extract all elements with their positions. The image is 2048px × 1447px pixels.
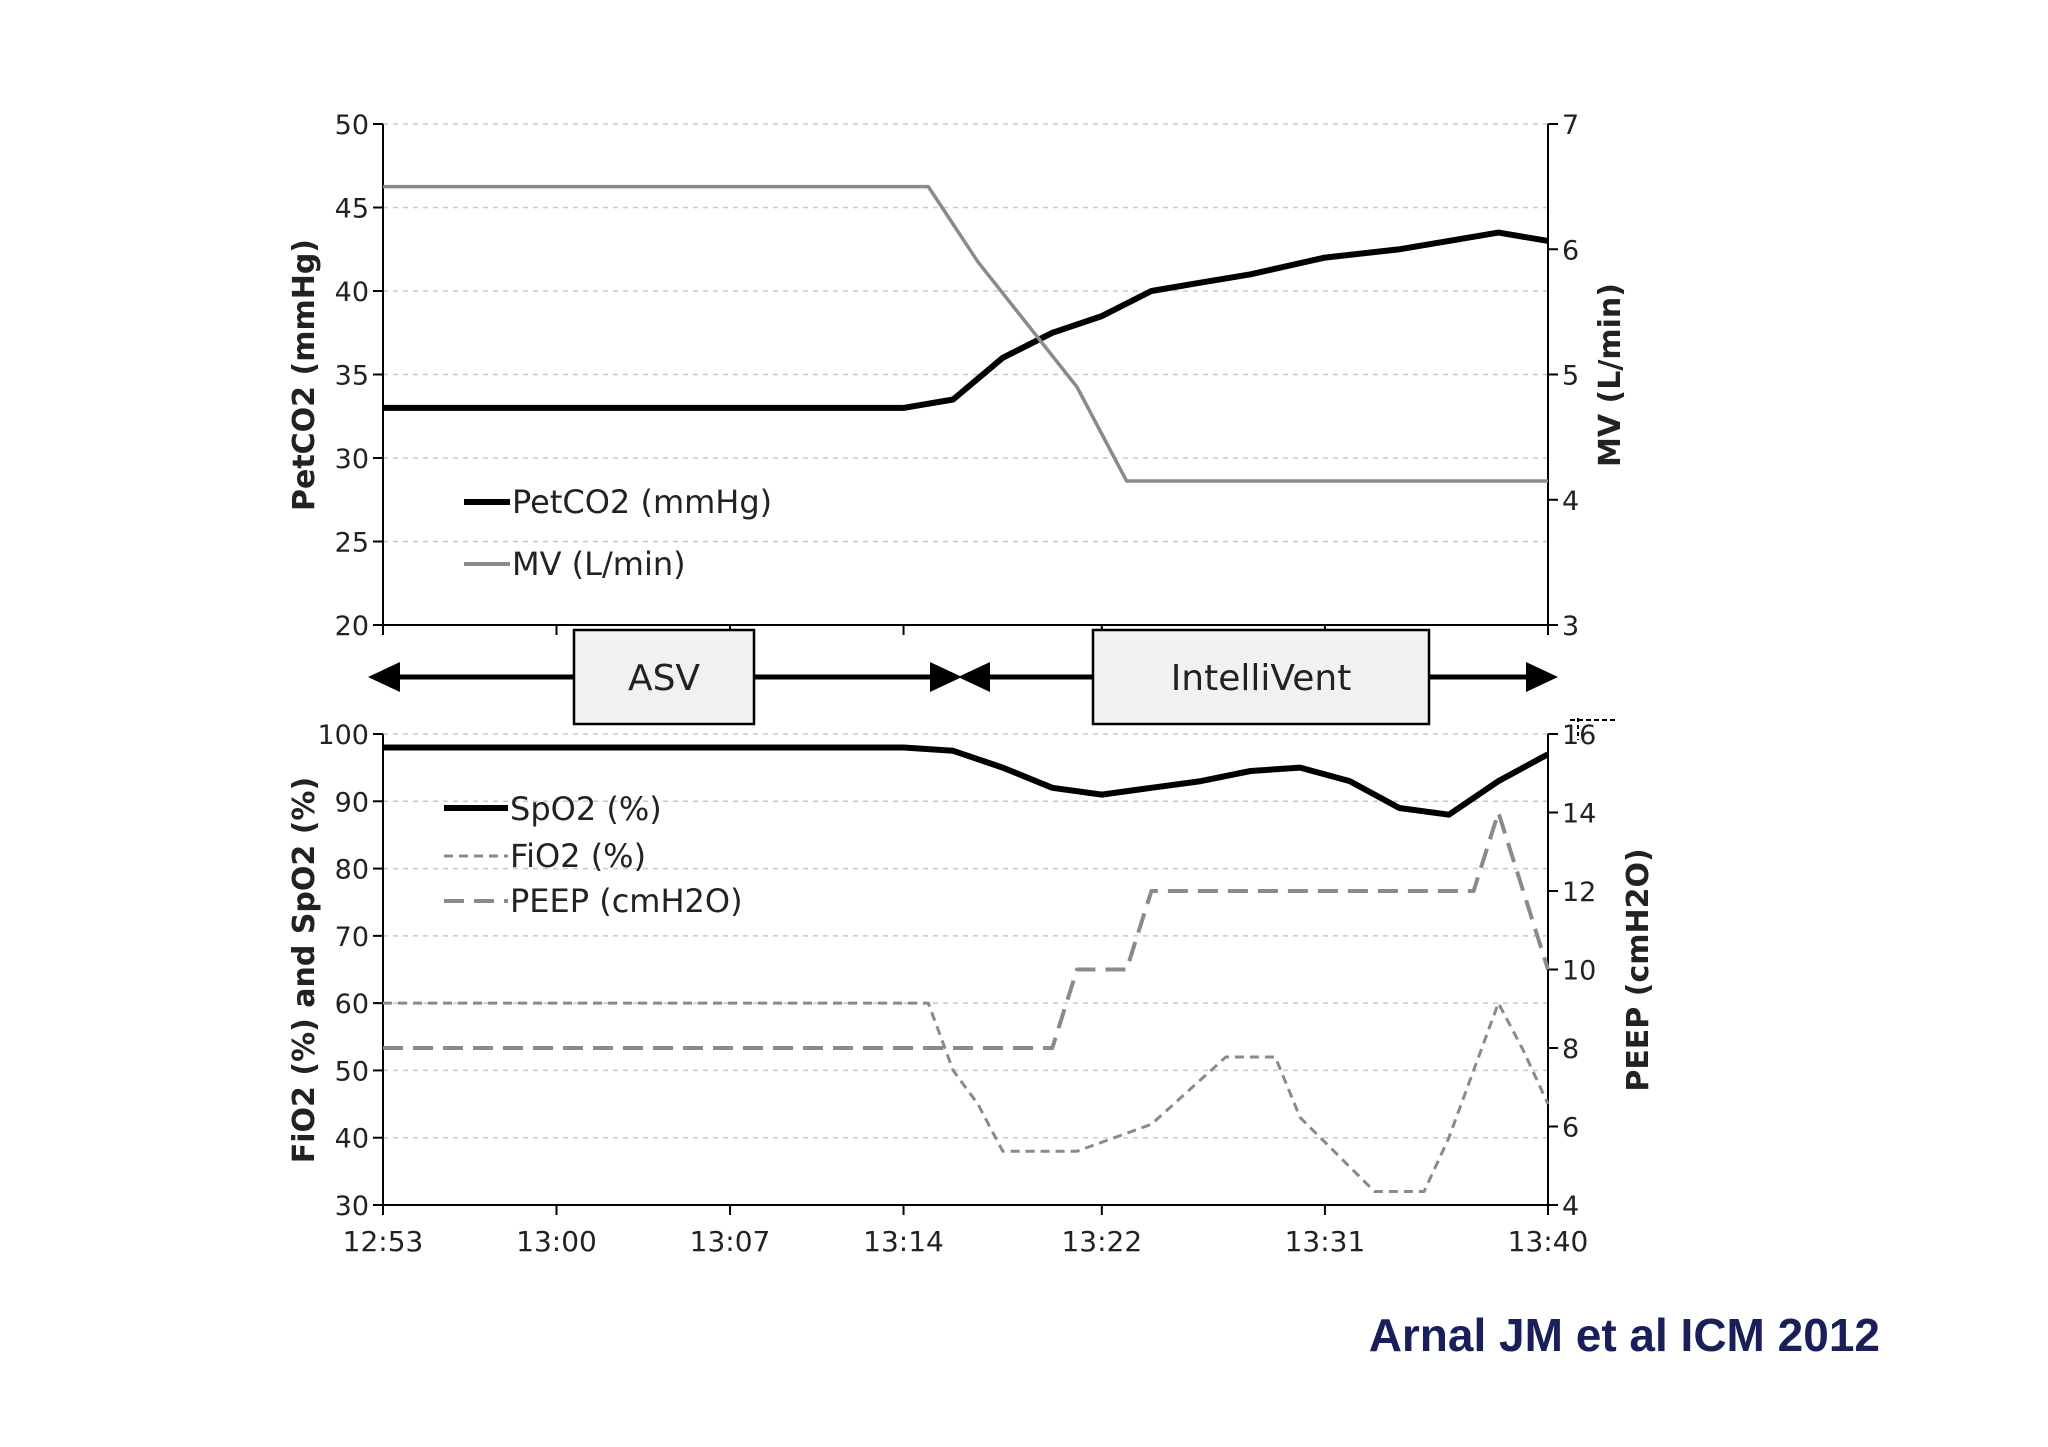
bottom-y2-axis-label: PEEP (cmH2O) — [1621, 848, 1656, 1091]
top-y-tick-label: 25 — [335, 528, 369, 559]
legend-label-mv: MV (L/min) — [512, 545, 686, 583]
bottom-y2-tick-label: 10 — [1562, 956, 1596, 987]
bottom-y-tick-label: 60 — [335, 989, 369, 1020]
bottom-y2-tick-label: 8 — [1562, 1034, 1579, 1065]
citation: Arnal JM et al ICM 2012 — [1368, 1309, 1880, 1361]
asv-label: ASV — [628, 658, 700, 699]
top-y2-tick-label: 7 — [1562, 110, 1579, 141]
series-line-peep — [383, 810, 1550, 1050]
x-tick-label: 13:40 — [1508, 1225, 1589, 1258]
series-line-petco2 — [383, 229, 1549, 411]
bottom-y2-tick-label: 14 — [1562, 799, 1596, 830]
asv-arrow-right-head — [930, 662, 962, 692]
bottom-y2-tick-label: 16 — [1562, 720, 1596, 751]
intellivent-box — [1091, 628, 1431, 726]
bottom-y-tick-label: 80 — [335, 855, 369, 886]
legend-label-fio2: FiO2 (%) — [510, 837, 646, 875]
top-y2-tick-label: 5 — [1562, 361, 1579, 392]
bottom-y2-tick-label: 12 — [1562, 877, 1596, 908]
top-y-tick-label: 35 — [335, 361, 369, 392]
bottom-y-tick-label: 100 — [317, 720, 369, 751]
legend-label-peep: PEEP (cmH2O) — [510, 882, 743, 920]
top-y2-tick-label: 6 — [1562, 235, 1579, 266]
asv-arrow-left-head — [368, 662, 400, 692]
bottom-y-tick-label: 90 — [335, 787, 369, 818]
top-y-axis-label: PetCO2 (mmHg) — [287, 239, 322, 511]
top-y-tick-label: 50 — [335, 110, 369, 141]
top-y2-tick-label: 3 — [1562, 611, 1579, 642]
intellivent-arrow-left-head — [958, 662, 990, 692]
bottom-y-tick-label: 50 — [335, 1056, 369, 1087]
x-tick-label: 12:53 — [343, 1225, 424, 1258]
series-line-mv — [383, 184, 1548, 483]
top-y-tick-label: 40 — [335, 277, 369, 308]
legend-label-spo2: SpO2 (%) — [510, 790, 662, 828]
top-legend: PetCO2 (mmHg) MV (L/min) — [464, 483, 772, 583]
intellivent-label: IntelliVent — [1171, 658, 1352, 699]
bottom-y-tick-label: 40 — [335, 1124, 369, 1155]
ventilation-mode-band: ASV IntelliVent — [368, 628, 1616, 740]
bottom-legend: SpO2 (%) FiO2 (%) PEEP (cmH2O) — [444, 790, 743, 920]
bottom-chart-panel: 30 40 50 60 70 80 90 100 4 6 8 10 12 14 16 FiO2 (%) an… — [287, 720, 1656, 1258]
crosshair-icon — [1570, 718, 1616, 740]
x-tick-label: 13:00 — [516, 1225, 597, 1258]
x-tick-label: 13:14 — [863, 1225, 944, 1258]
legend-label-petco2: PetCO2 (mmHg) — [512, 483, 772, 521]
asv-box — [572, 628, 756, 726]
x-tick-label: 13:31 — [1285, 1225, 1366, 1258]
top-y2-tick-label: 4 — [1562, 486, 1579, 517]
bottom-y-axis-label: FiO2 (%) and SpO2 (%) — [287, 777, 322, 1163]
x-tick-label: 13:22 — [1061, 1225, 1142, 1258]
bottom-y2-tick-label: 6 — [1562, 1113, 1579, 1144]
series-line-spo2 — [383, 744, 1550, 818]
bottom-y2-tick-label: 4 — [1562, 1191, 1579, 1222]
top-y2-axis-label: MV (L/min) — [1593, 283, 1628, 467]
intellivent-arrow-right-head — [1526, 662, 1558, 692]
x-tick-label: 13:07 — [690, 1225, 771, 1258]
bottom-y-tick-label: 70 — [335, 922, 369, 953]
top-y-tick-label: 20 — [335, 611, 369, 642]
top-y-tick-label: 45 — [335, 194, 369, 225]
bottom-y-tick-label: 30 — [335, 1191, 369, 1222]
top-y-tick-label: 30 — [335, 444, 369, 475]
